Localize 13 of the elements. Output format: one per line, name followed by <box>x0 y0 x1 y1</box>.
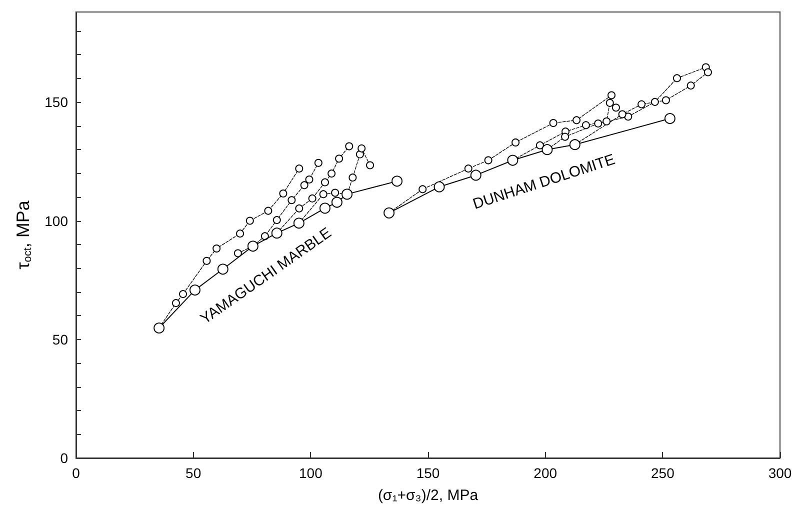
x-tick-label: 150 <box>416 465 440 481</box>
y-tick-label: 100 <box>44 212 68 229</box>
x-axis-title: (σ₁+σ₃)/2, MPa <box>378 487 479 504</box>
y-tick-label: 150 <box>44 94 68 110</box>
x-tick-label: 100 <box>298 465 323 481</box>
x-tick-label: 200 <box>534 465 558 481</box>
x-tick-label: 250 <box>650 465 675 481</box>
y-tick-label: 50 <box>52 331 68 348</box>
y-tick-label: 0 <box>60 450 68 466</box>
y-axis-title: τoct, MPa <box>13 200 34 270</box>
x-tick-label: 50 <box>186 465 202 481</box>
x-tick-label: 0 <box>72 465 80 481</box>
x-tick-label: 300 <box>768 465 792 481</box>
